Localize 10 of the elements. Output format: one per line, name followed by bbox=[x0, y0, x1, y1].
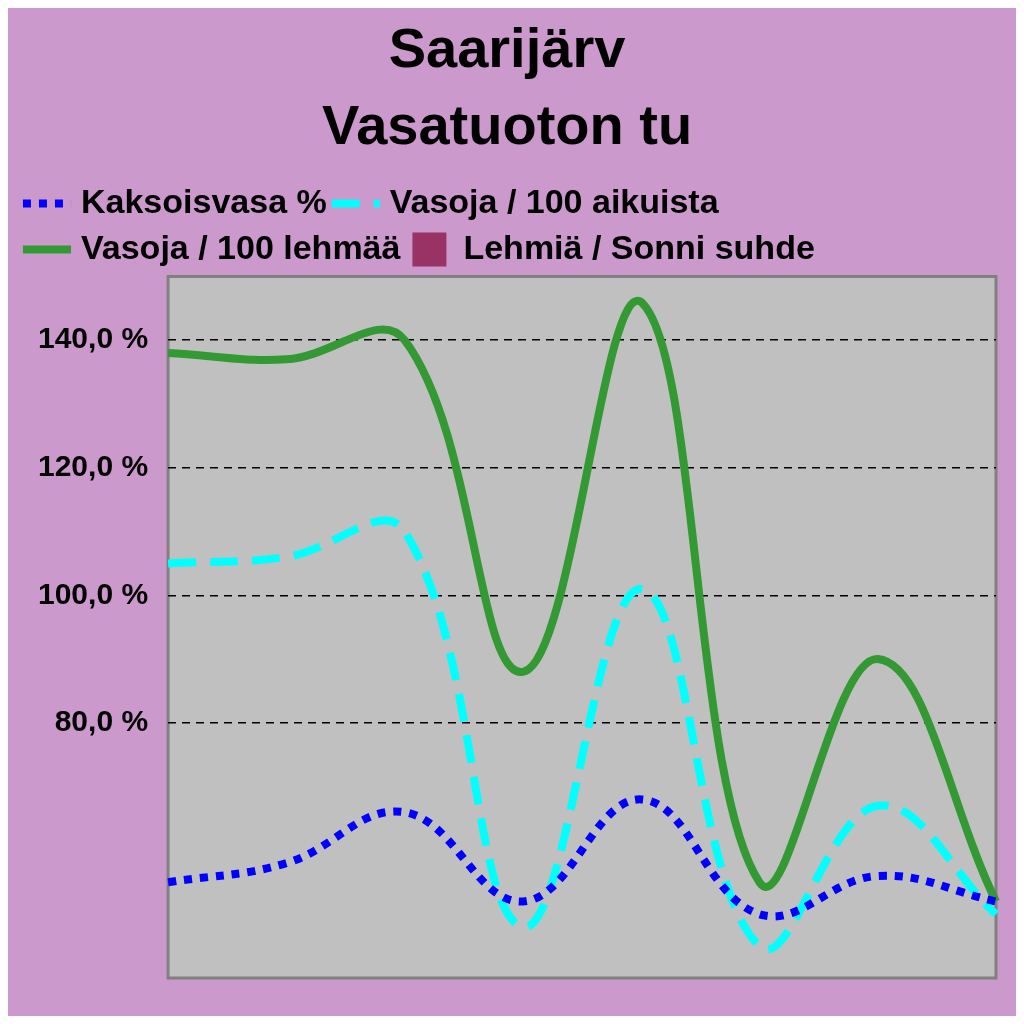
y-tick-label: 120,0 % bbox=[37, 449, 149, 483]
legend-label: Vasoja / 100 lehmää bbox=[81, 227, 401, 266]
y-tick-label: 100,0 % bbox=[37, 576, 149, 610]
legend-label: Kaksoisvasa % bbox=[81, 181, 327, 220]
legend-label: Lehmiä / Sonni suhde bbox=[463, 227, 815, 266]
legend-label: Vasoja / 100 aikuista bbox=[389, 181, 720, 220]
y-tick-label: 80,0 % bbox=[54, 704, 149, 738]
chart-title: Saarijärv bbox=[388, 16, 626, 80]
y-tick-label: 140,0 % bbox=[37, 321, 149, 355]
chart-subtitle: Vasatuoton tu bbox=[321, 93, 693, 157]
